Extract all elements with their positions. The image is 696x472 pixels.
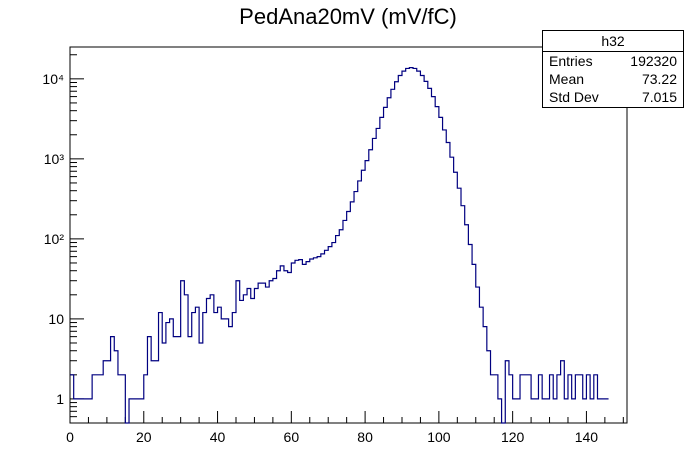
stats-box: h32 Entries 192320 Mean 73.22 Std Dev 7.… — [542, 30, 684, 108]
chart-title: PedAna20mV (mV/fC) — [239, 4, 457, 29]
histogram-bins — [70, 68, 609, 423]
x-tick-label: 120 — [501, 429, 525, 445]
stats-label: Std Dev — [549, 89, 599, 105]
x-tick-label: 40 — [210, 429, 226, 445]
stats-row-mean: Mean 73.22 — [543, 70, 683, 88]
x-tick-label: 20 — [136, 429, 152, 445]
y-tick-label: 10³ — [44, 151, 65, 167]
y-tick-label: 1 — [56, 391, 64, 407]
y-axis: 1 10 10² 10³ 10⁴ — [42, 54, 84, 424]
plot-frame — [69, 46, 628, 424]
stats-row-stddev: Std Dev 7.015 — [543, 88, 683, 106]
histogram-line — [70, 67, 609, 424]
x-tick-label: 100 — [427, 429, 451, 445]
x-tick-label: 60 — [284, 429, 300, 445]
stats-name: h32 — [543, 31, 683, 52]
x-tick-label: 140 — [575, 429, 599, 445]
y-tick-label: 10 — [48, 311, 64, 327]
stats-value: 7.015 — [641, 89, 677, 105]
stats-value: 73.22 — [641, 71, 677, 87]
x-axis: 0 20 40 60 80 100 120 140 — [66, 411, 624, 445]
y-tick-label: 10² — [44, 231, 65, 247]
stats-value: 192320 — [630, 53, 677, 69]
stats-row-entries: Entries 192320 — [543, 52, 683, 70]
stats-label: Mean — [549, 71, 585, 87]
y-tick-label: 10⁴ — [42, 71, 64, 87]
x-tick-label: 80 — [357, 429, 373, 445]
stats-label: Entries — [549, 53, 593, 69]
x-tick-label: 0 — [66, 429, 74, 445]
